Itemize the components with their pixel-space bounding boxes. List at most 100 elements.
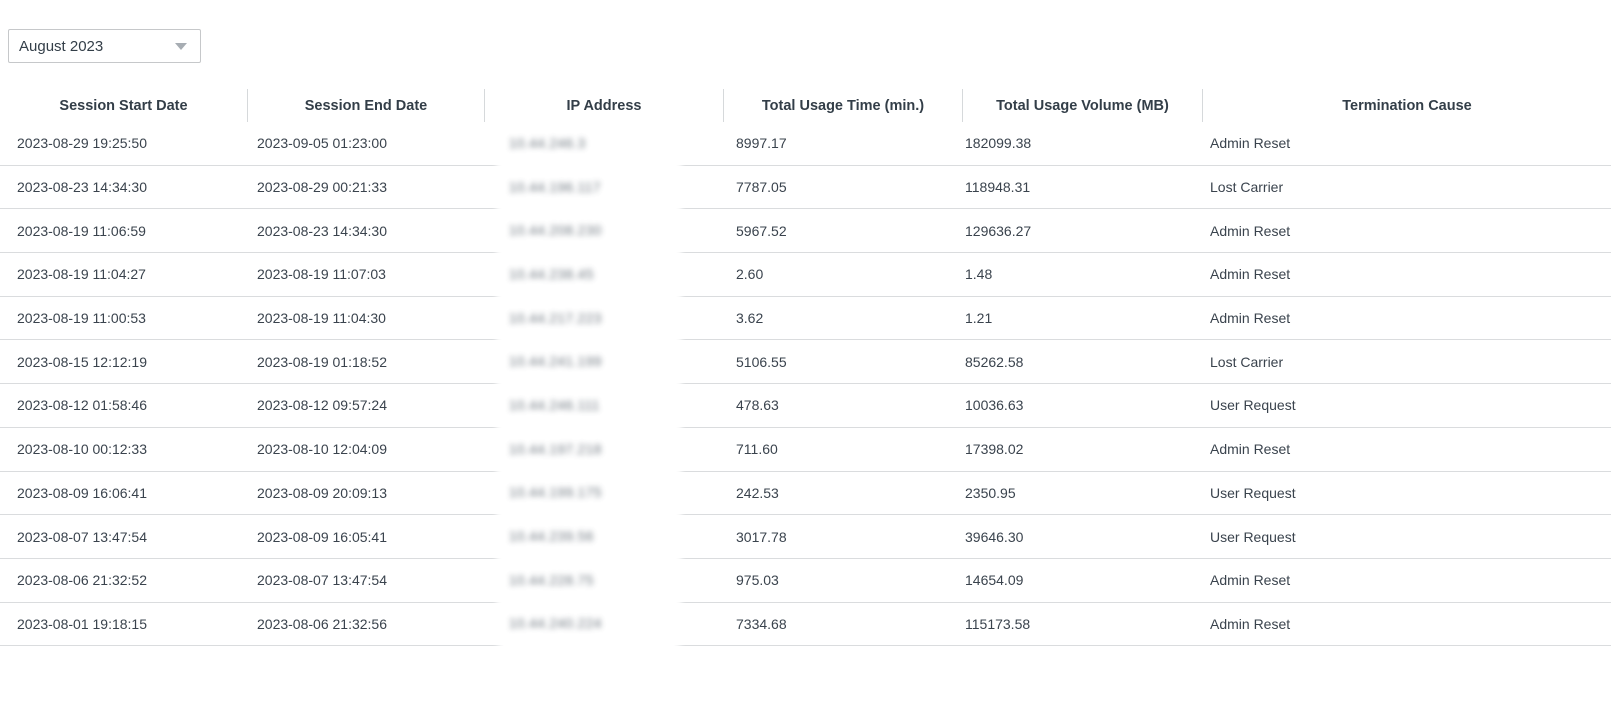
session-end-cell: 2023-08-12 09:57:24 [257,397,387,414]
ip-redaction-patch: 10.44.196.117 [500,163,678,211]
termination-cause-cell: User Request [1210,484,1296,501]
ip-redaction-patch: 10.44.197.218 [500,425,678,473]
usage-time-cell: 5106.55 [736,353,787,370]
session-start-cell: 2023-08-23 14:34:30 [17,179,147,196]
usage-time-cell: 478.63 [736,397,779,414]
session-end-cell: 2023-08-19 11:07:03 [257,266,386,283]
usage-time-cell: 5967.52 [736,222,787,239]
ip-redaction-patch: 10.44.228.75 [500,556,678,604]
usage-volume-cell: 17398.02 [965,441,1024,458]
table-row: 2023-08-12 01:58:46 2023-08-12 09:57:24 … [0,382,1611,429]
column-header-usage-volume: Total Usage Volume (MB) [962,89,1202,122]
ip-redaction-patch: 10.44.199.175 [500,469,678,517]
table-row: 2023-08-15 12:12:19 2023-08-19 01:18:52 … [0,338,1611,386]
month-select-dropdown[interactable]: August 2023 [8,29,201,63]
ip-address-cell: 10.44.246.111 [484,382,723,429]
ip-masked-value: 10.44.241.199 [509,354,602,370]
table-row: 2023-08-09 16:06:41 2023-08-09 20:09:13 … [0,469,1611,517]
termination-cause-cell: Admin Reset [1210,135,1291,152]
usage-time-cell: 242.53 [736,484,779,501]
session-end-cell: 2023-08-07 13:47:54 [257,572,387,589]
session-start-cell: 2023-08-19 11:06:59 [17,222,146,239]
usage-volume-cell: 39646.30 [965,528,1024,545]
session-end-cell: 2023-08-10 12:04:09 [257,441,387,458]
ip-address-cell: 10.44.238.45 [484,251,723,298]
session-end-cell: 2023-09-05 01:23:00 [257,135,387,152]
session-end-cell: 2023-08-29 00:21:33 [257,179,387,196]
session-end-cell: 2023-08-09 16:05:41 [257,528,387,545]
ip-masked-value: 10.44.217.223 [509,310,602,326]
ip-masked-value: 10.44.238.45 [509,266,594,282]
table-body: 2023-08-29 19:25:50 2023-09-05 01:23:00 … [0,120,1611,648]
ip-redaction-patch: 10.44.238.45 [500,251,678,298]
usage-volume-cell: 14654.09 [965,572,1024,589]
ip-address-cell: 10.44.197.218 [484,425,723,473]
session-end-cell: 2023-08-19 11:04:30 [257,310,386,327]
table-row: 2023-08-23 14:34:30 2023-08-29 00:21:33 … [0,163,1611,211]
ip-address-cell: 10.44.239.56 [484,513,723,560]
column-header-ip-address: IP Address [484,89,723,122]
ip-redaction-patch: 10.44.246.3 [500,120,678,167]
usage-volume-cell: 115173.58 [965,615,1031,632]
ip-masked-value: 10.44.246.111 [509,397,600,413]
session-start-cell: 2023-08-06 21:32:52 [17,572,147,589]
termination-cause-cell: Admin Reset [1210,266,1291,283]
ip-redaction-patch: 10.44.241.199 [500,338,678,386]
usage-volume-cell: 85262.58 [965,353,1024,370]
usage-time-cell: 2.60 [736,266,764,283]
usage-volume-cell: 2350.95 [965,484,1016,501]
column-header-session-start: Session Start Date [59,97,188,114]
usage-time-cell: 8997.17 [736,135,787,152]
session-start-cell: 2023-08-10 00:12:33 [17,441,147,458]
session-start-cell: 2023-08-19 11:04:27 [17,266,146,283]
ip-redaction-patch: 10.44.208.230 [500,207,678,255]
session-usage-table: Session Start Date Session End Date IP A… [0,89,1611,648]
usage-time-cell: 7334.68 [736,615,787,632]
ip-address-cell: 10.44.208.230 [484,207,723,255]
ip-redaction-patch: 10.44.240.224 [500,600,678,648]
termination-cause-cell: User Request [1210,397,1296,414]
session-start-cell: 2023-08-15 12:12:19 [17,353,147,370]
termination-cause-cell: Admin Reset [1210,222,1291,239]
usage-volume-cell: 1.21 [965,310,993,327]
table-row: 2023-08-19 11:06:59 2023-08-23 14:34:30 … [0,207,1611,255]
session-end-cell: 2023-08-06 21:32:56 [257,615,387,632]
ip-address-cell: 10.44.246.3 [484,120,723,167]
termination-cause-cell: Lost Carrier [1210,353,1284,370]
usage-volume-cell: 118948.31 [965,179,1031,196]
ip-masked-value: 10.44.239.56 [509,529,594,545]
table-row: 2023-08-07 13:47:54 2023-08-09 16:05:41 … [0,513,1611,560]
ip-address-cell: 10.44.228.75 [484,556,723,604]
ip-masked-value: 10.44.208.230 [509,223,602,239]
usage-time-cell: 3017.78 [736,528,787,545]
table-row: 2023-08-06 21:32:52 2023-08-07 13:47:54 … [0,556,1611,604]
usage-time-cell: 7787.05 [736,179,787,196]
chevron-down-icon [175,42,187,50]
ip-masked-value: 10.44.228.75 [509,572,594,588]
usage-time-cell: 3.62 [736,310,764,327]
column-header-session-end: Session End Date [247,89,484,122]
ip-address-cell: 10.44.217.223 [484,294,723,342]
ip-masked-value: 10.44.199.175 [509,485,602,501]
session-end-cell: 2023-08-23 14:34:30 [257,222,387,239]
ip-masked-value: 10.44.197.218 [509,441,602,457]
session-start-cell: 2023-08-29 19:25:50 [17,135,147,152]
table-header-row: Session Start Date Session End Date IP A… [0,89,1611,122]
ip-masked-value: 10.44.240.224 [509,616,602,632]
usage-volume-cell: 182099.38 [965,135,1032,152]
ip-redaction-patch: 10.44.217.223 [500,294,678,342]
usage-time-cell: 975.03 [736,572,779,589]
termination-cause-cell: Admin Reset [1210,441,1291,458]
ip-address-cell: 10.44.240.224 [484,600,723,648]
session-start-cell: 2023-08-01 19:18:15 [17,615,147,632]
ip-address-cell: 10.44.196.117 [484,163,723,211]
table-row: 2023-08-10 00:12:33 2023-08-10 12:04:09 … [0,425,1611,473]
termination-cause-cell: Admin Reset [1210,615,1291,632]
table-row: 2023-08-29 19:25:50 2023-09-05 01:23:00 … [0,120,1611,167]
termination-cause-cell: Lost Carrier [1210,179,1284,196]
termination-cause-cell: User Request [1210,528,1296,545]
usage-time-cell: 711.60 [736,441,778,458]
ip-masked-value: 10.44.196.117 [509,179,601,195]
table-row: 2023-08-01 19:18:15 2023-08-06 21:32:56 … [0,600,1611,648]
ip-masked-value: 10.44.246.3 [509,135,586,151]
